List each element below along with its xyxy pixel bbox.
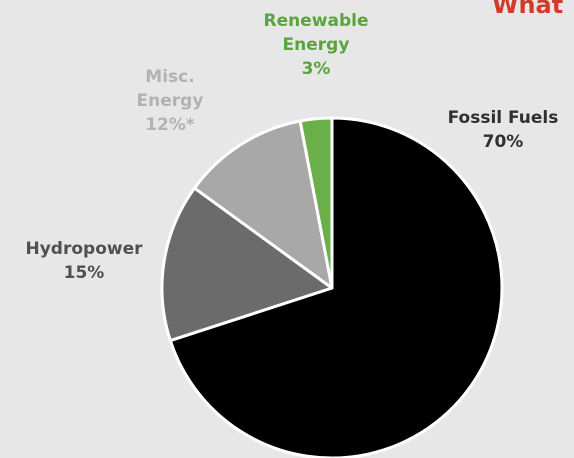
slice-misc (192, 119, 334, 290)
slice-fossil-fuels (168, 116, 504, 458)
label-misc: Misc. Energy 12%* (137, 67, 204, 135)
label-hydropower: Hydropower 15% (25, 239, 143, 283)
slice-hydropower (160, 186, 334, 343)
slice-renewable (298, 116, 334, 290)
label-renewable: Renewable Energy 3% (264, 11, 369, 79)
pie-slices (160, 116, 504, 458)
chart-title: What (492, 0, 563, 19)
slice-labels: Fossil Fuels 70% Hydropower 15% Misc. Energy 1… (25, 11, 558, 283)
label-fossil-fuels: Fossil Fuels 70% (448, 108, 559, 152)
